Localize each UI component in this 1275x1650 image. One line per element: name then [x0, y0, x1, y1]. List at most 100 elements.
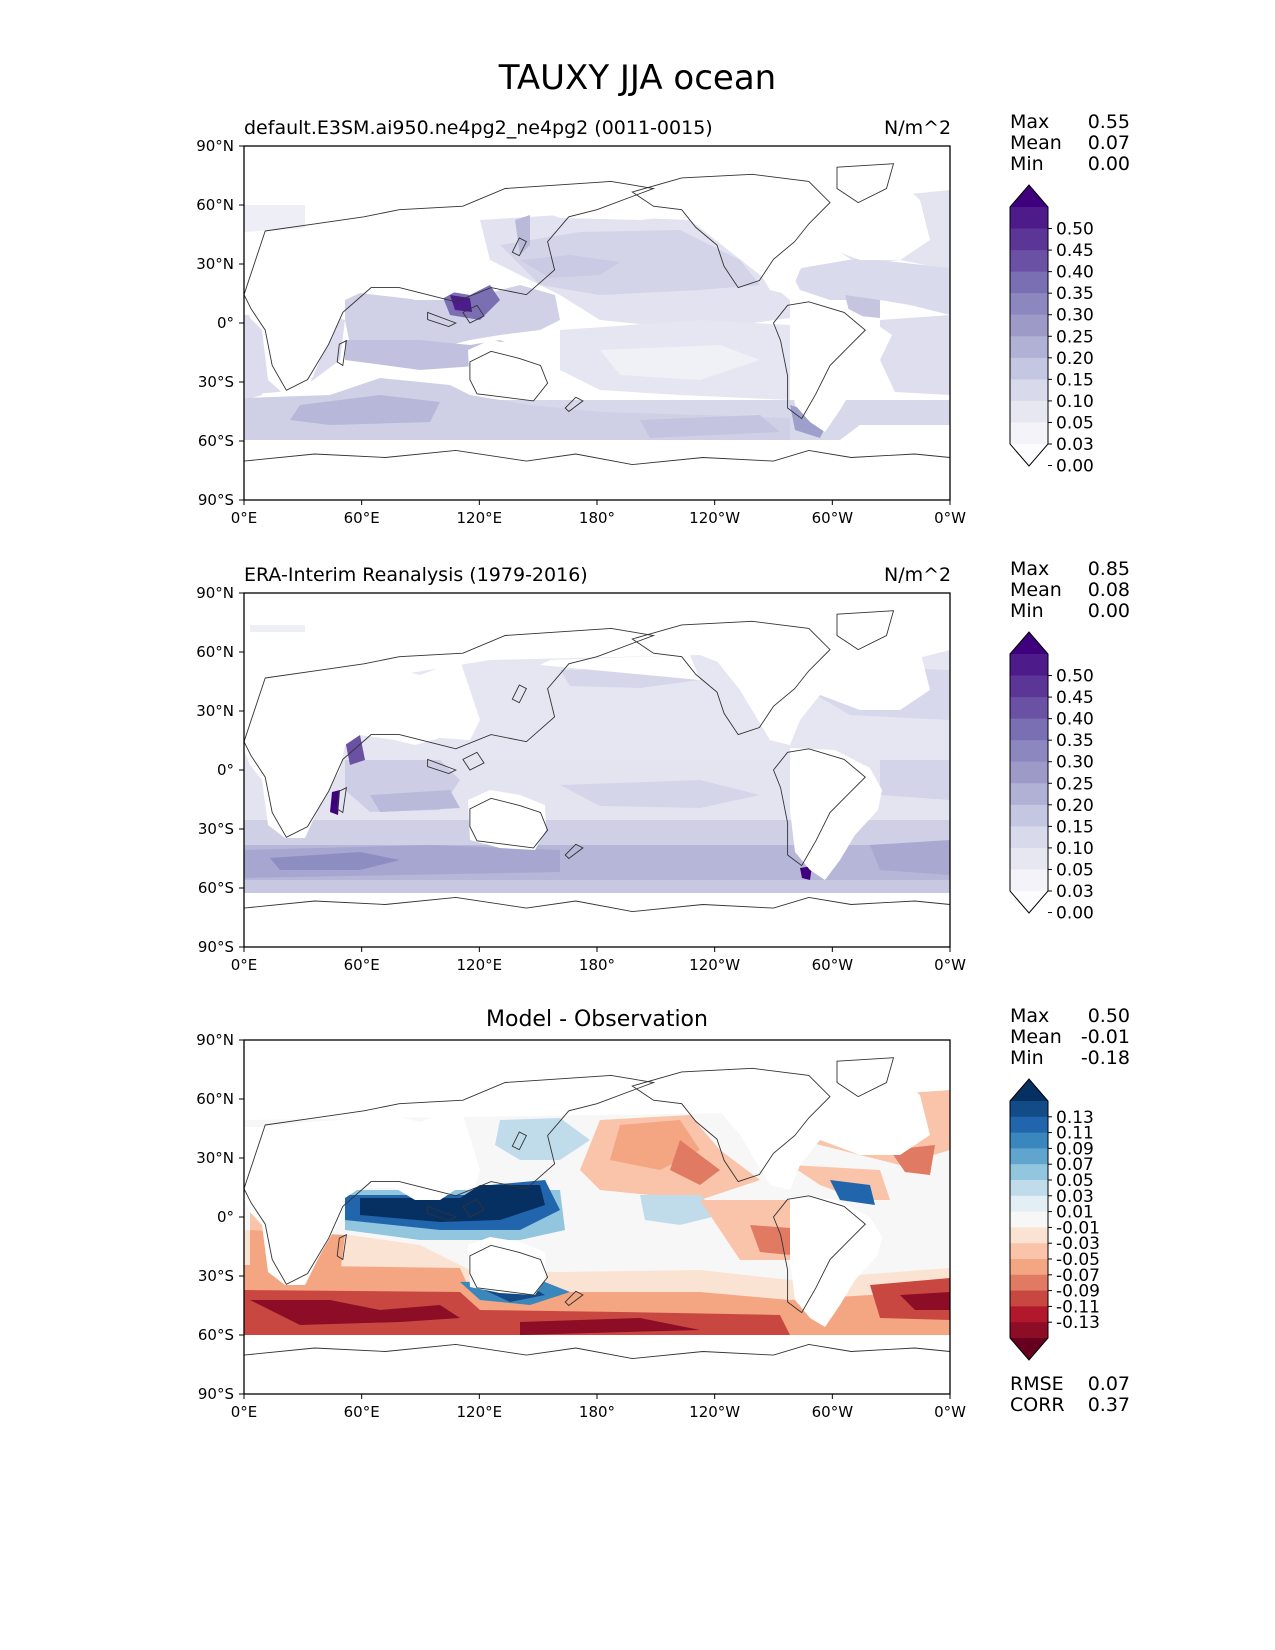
colorbar-tick-label: -0.03	[1056, 1234, 1100, 1254]
colorbar-band	[1010, 718, 1048, 741]
colorbar-band	[1010, 1148, 1048, 1165]
colorbar-tick-label: 0.45	[1056, 688, 1094, 708]
lat-tick-label: 0°	[217, 314, 234, 332]
lon-tick-label: 60°E	[344, 509, 380, 527]
lon-tick-label: 60°W	[812, 1403, 854, 1421]
lat-tick-label: 60°S	[198, 879, 234, 897]
colorbar-band	[1010, 314, 1048, 337]
colorbar-tick-label: 0.30	[1056, 753, 1094, 773]
colorbar-tick-label: 0.07	[1056, 1155, 1094, 1175]
lon-tick-label: 0°W	[934, 956, 966, 974]
figure-title: TAUXY JJA ocean	[498, 58, 777, 98]
colorbar-tick-label: 0.20	[1056, 796, 1094, 816]
lat-tick-label: 90°S	[198, 1385, 234, 1403]
panel-2-mean-label: Mean	[1010, 579, 1062, 601]
coastline	[244, 180, 656, 391]
map-panel-diff	[244, 1040, 950, 1394]
colorbar-tick-label: 0.10	[1056, 839, 1094, 859]
colorbar-band	[1010, 271, 1048, 294]
colorbar-extend-top	[1010, 185, 1048, 207]
corr-label: CORR	[1010, 1394, 1065, 1416]
lon-tick-label: 0°E	[231, 956, 258, 974]
coastline	[836, 1057, 895, 1098]
colorbar-band	[1010, 804, 1048, 827]
coastline	[564, 1290, 584, 1307]
colorbar-band	[1010, 1116, 1048, 1134]
panel-1-max-label: Max	[1010, 111, 1050, 133]
panel-1-max-value: 0.55	[1087, 111, 1130, 133]
lon-tick-label: 0°W	[934, 509, 966, 527]
coastline	[511, 237, 528, 257]
colorbar-band	[1010, 761, 1048, 784]
colorbar-band	[1010, 740, 1048, 763]
lat-tick-label: 60°N	[196, 643, 234, 661]
lon-tick-label: 180°	[579, 956, 615, 974]
coastline	[511, 684, 528, 704]
lon-tick-label: 120°W	[689, 509, 740, 527]
panel-2-units: N/m^2	[884, 564, 952, 586]
lon-tick-label: 60°W	[812, 956, 854, 974]
colorbar-tick-label: 0.20	[1056, 349, 1094, 369]
coastline	[336, 339, 347, 367]
colorbar-tick-label: 0.05	[1056, 860, 1094, 880]
colorbar-tick-label: 0.03	[1056, 435, 1094, 455]
colorbar-tick-label: 0.05	[1056, 1171, 1094, 1191]
colorbar-tick-label: 0.00	[1056, 457, 1094, 477]
map-panel-model	[244, 146, 950, 500]
panel-1-title: default.E3SM.ai950.ne4pg2_ne4pg2 (0011-0…	[244, 117, 713, 139]
coastline	[631, 173, 831, 289]
coastline	[427, 311, 457, 327]
coastline	[462, 1198, 485, 1218]
coastline	[631, 620, 831, 736]
colorbar-tick-label: 0.30	[1056, 306, 1094, 326]
colorbar-tick-label: 0.01	[1056, 1203, 1094, 1223]
colorbar-band	[1010, 1274, 1048, 1292]
stress-field-obs	[244, 593, 950, 947]
coastline	[772, 1195, 866, 1314]
lat-tick-label: 90°S	[198, 491, 234, 509]
colorbar-tick-label: 0.03	[1056, 1187, 1094, 1207]
colorbar-tick-label: 0.50	[1056, 667, 1094, 687]
map-panel-obs	[244, 593, 950, 947]
coastlines	[244, 163, 950, 1360]
colorbar-band	[1010, 1211, 1048, 1228]
colorbar-tick-label: 0.15	[1056, 370, 1094, 390]
colorbar-band	[1010, 783, 1048, 806]
colorbar-tick-label: -0.01	[1056, 1218, 1100, 1238]
panel-2-mean-value: 0.08	[1087, 579, 1130, 601]
colorbar-model: 0.500.450.400.350.300.250.200.150.100.05…	[1009, 184, 1094, 477]
colorbar-band	[1010, 207, 1048, 230]
colorbar-band	[1010, 1227, 1048, 1244]
stress-field-model	[244, 146, 950, 500]
panel-2-min-label: Min	[1010, 600, 1044, 622]
coastlines-panel-2	[244, 610, 950, 913]
lon-tick-label: 180°	[579, 509, 615, 527]
colorbar-band	[1010, 1132, 1048, 1149]
lon-tick-label: 0°W	[934, 1403, 966, 1421]
coastline	[631, 1067, 831, 1183]
colorbar-band	[1010, 1101, 1048, 1118]
panel-3-mean-value: -0.01	[1080, 1026, 1130, 1048]
colorbar-band	[1010, 1259, 1048, 1276]
stress-field-diff	[244, 1040, 950, 1394]
colorbar-tick-label: 0.09	[1056, 1139, 1094, 1159]
panel-1-mean-value: 0.07	[1087, 132, 1130, 154]
colorbar-band	[1010, 1306, 1048, 1323]
coastline	[469, 350, 549, 402]
colorbar-tick-label: 0.10	[1056, 392, 1094, 412]
lon-tick-label: 120°E	[457, 1403, 503, 1421]
colorbar-tick-label: 0.00	[1056, 904, 1094, 924]
panel-2-max-label: Max	[1010, 558, 1050, 580]
colorbar-band	[1010, 379, 1048, 402]
lat-tick-label: 0°	[217, 1208, 234, 1226]
colorbar-tick-label: 0.25	[1056, 774, 1094, 794]
lat-tick-label: 90°S	[198, 938, 234, 956]
lon-tick-label: 60°E	[344, 1403, 380, 1421]
colorbar-tick-label: -0.11	[1056, 1297, 1100, 1317]
coastline	[244, 1343, 950, 1360]
rmse-value: 0.07	[1087, 1373, 1130, 1395]
lat-tick-label: 30°S	[198, 820, 234, 838]
colorbar-obs: 0.500.450.400.350.300.250.200.150.100.05…	[1009, 631, 1094, 924]
colorbar-tick-label: -0.13	[1056, 1313, 1100, 1333]
